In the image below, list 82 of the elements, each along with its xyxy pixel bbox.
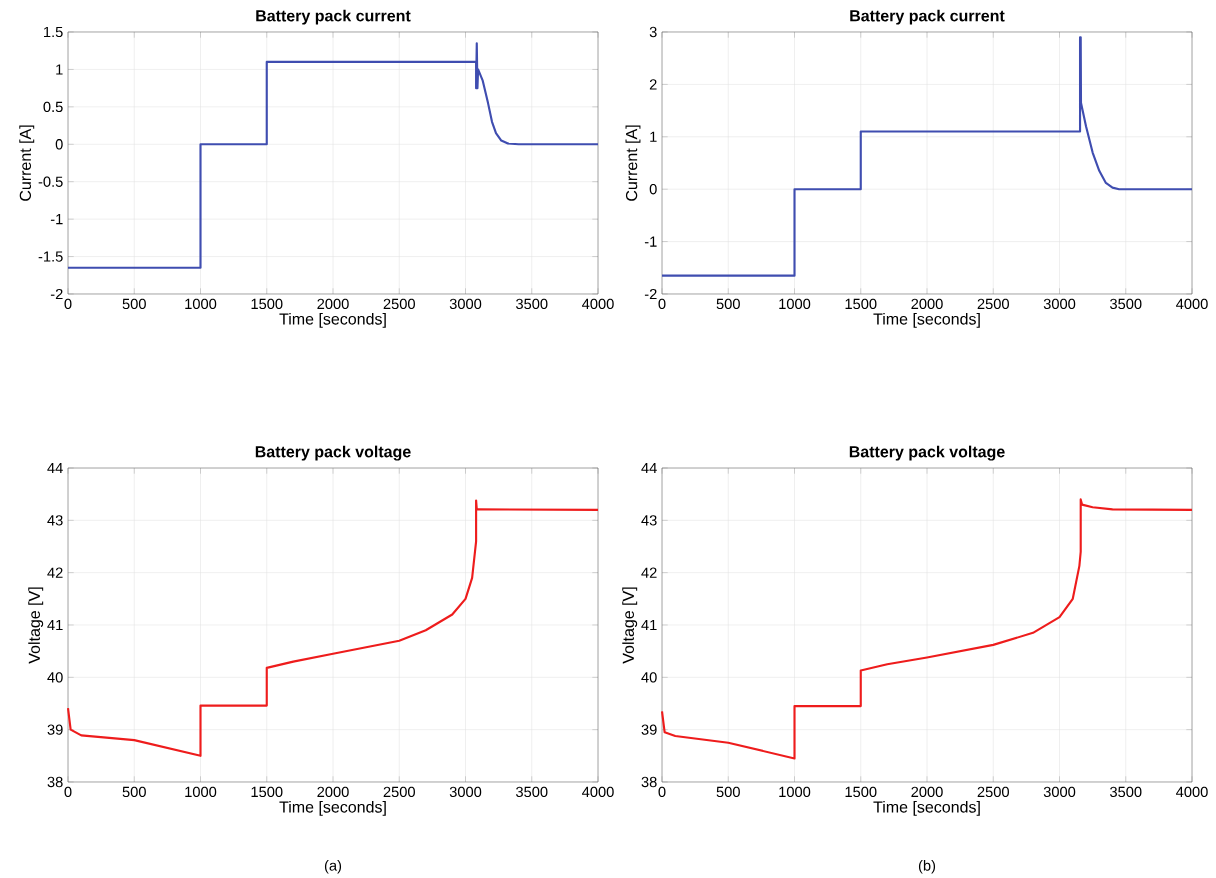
x-tick-label: 2000	[317, 786, 349, 798]
text: (b)	[918, 859, 936, 874]
y-tick-label: 0	[55, 139, 63, 150]
y-tick-label: 1	[650, 131, 657, 142]
line-series	[660, 36, 1194, 277]
x-tick-label: 3500	[516, 786, 548, 798]
x-tick-label: 1000	[185, 298, 217, 310]
y-tick-label: -1.5	[38, 251, 63, 262]
x-tick-label: 2500	[977, 786, 1009, 798]
text: (a)	[324, 859, 342, 874]
chart-title: Battery pack current	[850, 9, 1005, 25]
y-tick-label: 41	[47, 619, 63, 631]
y-tick-label: 3	[649, 26, 657, 38]
y-axis-title: Voltage [V]	[28, 587, 44, 664]
x-tick-label: 1500	[845, 298, 877, 310]
y-tick-label: 1	[56, 64, 63, 75]
x-tick-label: 1500	[251, 786, 283, 798]
x-tick-label: 2000	[911, 786, 943, 798]
y-tick-label: 43	[47, 515, 63, 526]
y-tick-label: -2	[644, 288, 657, 300]
chart-title: Battery pack current	[256, 9, 411, 25]
x-tick-label: 0	[64, 298, 72, 310]
x-axis-title: Time [seconds]	[279, 800, 386, 816]
x-tick-label: 3500	[516, 298, 548, 310]
x-tick-label: 2500	[383, 786, 415, 798]
y-tick-label: 0	[649, 184, 657, 195]
x-tick-label: 4000	[582, 786, 614, 798]
y-tick-label: 39	[47, 724, 63, 735]
x-tick-label: 3000	[1043, 298, 1076, 310]
x-tick-label: 500	[716, 298, 740, 310]
y-tick-label: 40	[641, 672, 657, 683]
x-tick-label: 1500	[251, 298, 283, 310]
chart-title: Battery pack voltage	[849, 445, 1005, 461]
line-series	[660, 498, 1194, 760]
y-axis-title: Voltage [V]	[622, 587, 638, 664]
y-tick-label: -1	[50, 214, 63, 225]
y-tick-label: 38	[641, 776, 657, 788]
y-tick-label: 41	[641, 619, 657, 631]
x-tick-label: 3000	[1043, 786, 1076, 798]
x-axis-title: Time [seconds]	[873, 312, 980, 328]
x-tick-label: 3500	[1110, 786, 1142, 798]
x-tick-label: 3500	[1110, 298, 1142, 310]
x-tick-label: 3000	[449, 298, 482, 310]
y-tick-label: 42	[641, 567, 657, 578]
y-tick-label: 38	[47, 776, 63, 788]
y-tick-label: 39	[641, 724, 657, 735]
x-tick-label: 2000	[317, 298, 349, 310]
y-axis-title: Current [A]	[19, 125, 35, 201]
line-series	[66, 499, 600, 757]
chart-title: Battery pack voltage	[255, 445, 411, 461]
x-tick-label: 500	[122, 786, 146, 798]
y-tick-label: 1.5	[44, 26, 63, 38]
y-tick-label: -0.5	[38, 176, 63, 187]
x-tick-label: 0	[64, 786, 72, 798]
x-tick-label: 1500	[845, 786, 877, 798]
x-tick-label: 4000	[582, 298, 614, 310]
y-tick-label: 43	[641, 515, 657, 526]
x-tick-label: 2500	[977, 298, 1009, 310]
y-tick-label: -2	[50, 288, 63, 300]
x-tick-label: 2500	[383, 298, 415, 310]
y-tick-label: 2	[649, 79, 657, 90]
y-tick-label: -1	[644, 236, 657, 247]
x-axis-title: Time [seconds]	[279, 312, 386, 328]
x-tick-label: 0	[658, 298, 666, 310]
y-axis-title: Current [A]	[625, 125, 641, 201]
x-axis-title: Time [seconds]	[873, 800, 980, 816]
x-tick-label: 500	[716, 786, 740, 798]
y-tick-label: 42	[47, 567, 63, 578]
x-tick-label: 4000	[1176, 298, 1208, 310]
x-tick-label: 500	[122, 298, 146, 310]
x-tick-label: 0	[658, 786, 666, 798]
y-tick-label: 44	[47, 462, 63, 474]
y-tick-label: 44	[641, 462, 657, 474]
x-tick-label: 1000	[185, 786, 217, 798]
x-tick-label: 3000	[449, 786, 482, 798]
x-tick-label: 1000	[779, 298, 811, 310]
line-series	[66, 42, 600, 269]
x-tick-label: 4000	[1176, 786, 1208, 798]
y-tick-label: 40	[47, 672, 63, 683]
y-tick-label: 0.5	[43, 101, 63, 113]
x-tick-label: 1000	[779, 786, 811, 798]
x-tick-label: 2000	[911, 298, 943, 310]
